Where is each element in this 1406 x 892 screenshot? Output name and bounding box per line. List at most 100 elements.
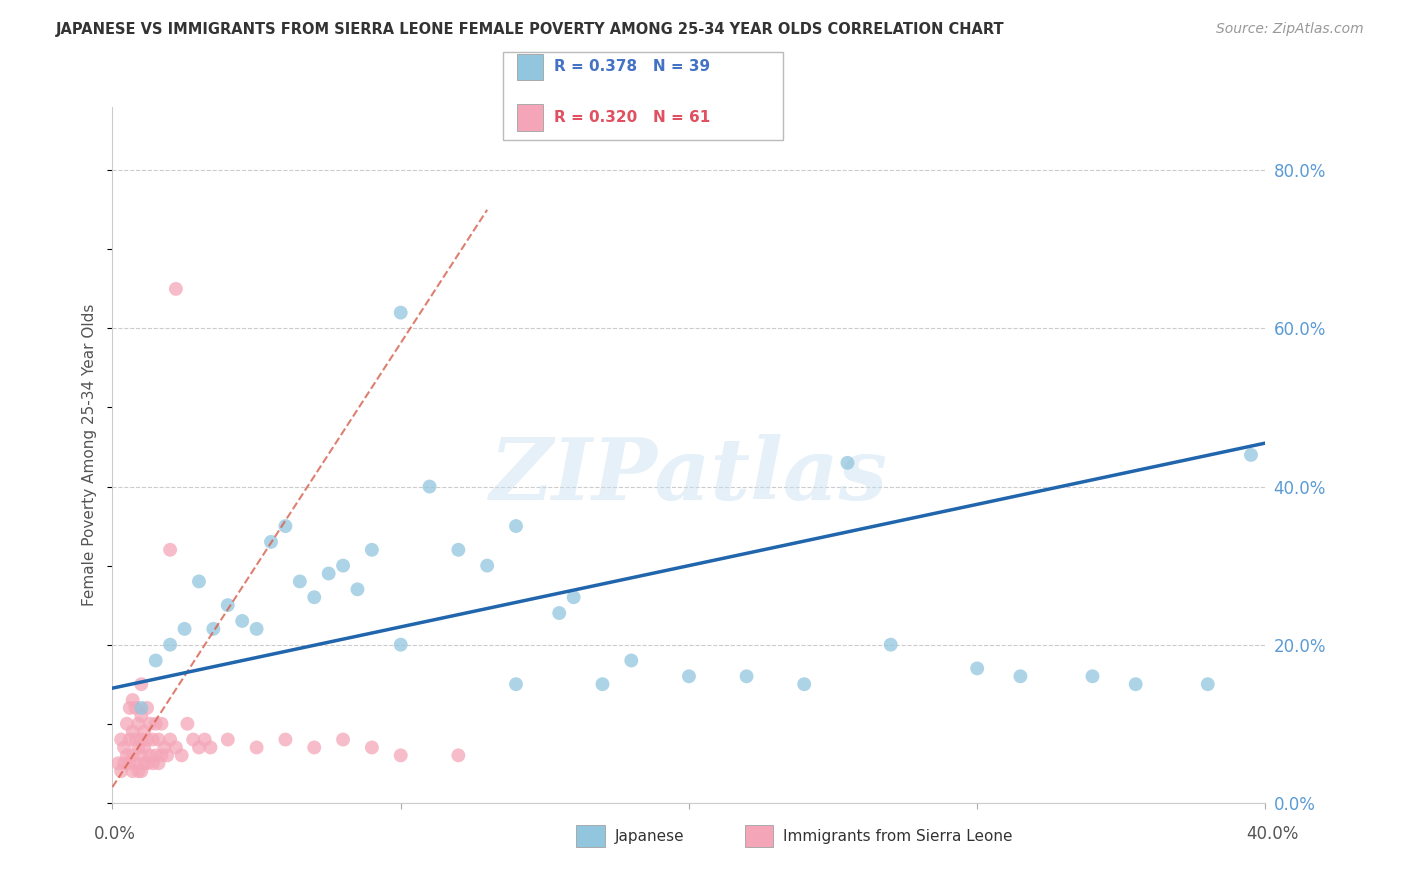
Point <box>170 748 193 763</box>
Point <box>231 614 253 628</box>
Point <box>136 701 159 715</box>
Point <box>134 756 156 771</box>
Point <box>115 748 138 763</box>
Point <box>966 661 988 675</box>
Point <box>118 732 141 747</box>
Point <box>148 732 170 747</box>
Point <box>139 716 162 731</box>
Point <box>735 669 758 683</box>
Point <box>121 724 143 739</box>
Point <box>360 542 382 557</box>
Point <box>360 740 382 755</box>
Point <box>134 740 156 755</box>
Point <box>148 756 170 771</box>
Point <box>202 622 225 636</box>
Point <box>288 574 311 589</box>
Point <box>129 708 153 723</box>
Point <box>260 534 283 549</box>
Text: R = 0.320   N = 61: R = 0.320 N = 61 <box>554 111 710 125</box>
Point <box>274 519 297 533</box>
Point <box>188 574 211 589</box>
Point <box>150 716 173 731</box>
Text: Immigrants from Sierra Leone: Immigrants from Sierra Leone <box>783 829 1012 844</box>
Point <box>1010 669 1032 683</box>
Point <box>332 732 354 747</box>
Y-axis label: Female Poverty Among 25-34 Year Olds: Female Poverty Among 25-34 Year Olds <box>82 304 97 606</box>
Point <box>1125 677 1147 691</box>
Point <box>127 764 149 779</box>
Point <box>274 732 297 747</box>
Point <box>200 740 222 755</box>
Point <box>121 748 143 763</box>
Point <box>145 653 167 667</box>
Point <box>620 653 643 667</box>
Point <box>475 558 498 573</box>
Text: Source: ZipAtlas.com: Source: ZipAtlas.com <box>1216 22 1364 37</box>
Point <box>304 591 326 605</box>
Point <box>129 732 153 747</box>
Point <box>112 756 135 771</box>
Point <box>112 740 135 755</box>
Text: ZIPatlas: ZIPatlas <box>489 434 889 517</box>
Point <box>129 677 153 691</box>
Point <box>118 701 141 715</box>
Point <box>678 669 700 683</box>
Point <box>136 732 159 747</box>
Point <box>447 542 470 557</box>
Point <box>217 598 239 612</box>
Point <box>332 558 354 573</box>
Point <box>548 606 571 620</box>
Point <box>159 732 181 747</box>
Point <box>153 740 176 755</box>
Point <box>793 677 815 691</box>
Point <box>419 479 441 493</box>
Point <box>118 756 141 771</box>
Text: 0.0%: 0.0% <box>94 825 136 843</box>
Point <box>217 732 239 747</box>
Point <box>159 638 181 652</box>
Point <box>304 740 326 755</box>
Point <box>110 764 132 779</box>
Point <box>1197 677 1219 691</box>
Text: 40.0%: 40.0% <box>1246 825 1299 843</box>
Point <box>129 701 153 715</box>
Point <box>880 638 903 652</box>
Point <box>194 732 217 747</box>
Point <box>165 740 187 755</box>
Point <box>129 764 153 779</box>
Point <box>165 282 187 296</box>
Point <box>318 566 340 581</box>
Text: R = 0.378   N = 39: R = 0.378 N = 39 <box>554 60 710 74</box>
Point <box>121 693 143 707</box>
Point <box>159 542 181 557</box>
Point <box>176 716 198 731</box>
Point <box>115 716 138 731</box>
Point <box>121 764 143 779</box>
Point <box>562 591 585 605</box>
Point <box>136 756 159 771</box>
Point <box>142 756 165 771</box>
Point <box>150 748 173 763</box>
Point <box>142 732 165 747</box>
Text: Japanese: Japanese <box>614 829 685 844</box>
Point <box>129 748 153 763</box>
Point <box>124 732 146 747</box>
Point <box>188 740 211 755</box>
Point <box>145 748 167 763</box>
Point <box>245 740 267 755</box>
Point <box>124 701 146 715</box>
Point <box>346 582 368 597</box>
Point <box>124 756 146 771</box>
Point <box>389 305 412 319</box>
Point <box>1081 669 1104 683</box>
Point <box>127 740 149 755</box>
Point <box>134 724 156 739</box>
Point <box>389 748 412 763</box>
Point <box>837 456 859 470</box>
Point <box>127 716 149 731</box>
Point <box>505 519 527 533</box>
Point <box>145 716 167 731</box>
Point <box>447 748 470 763</box>
Point <box>245 622 267 636</box>
Point <box>173 622 195 636</box>
